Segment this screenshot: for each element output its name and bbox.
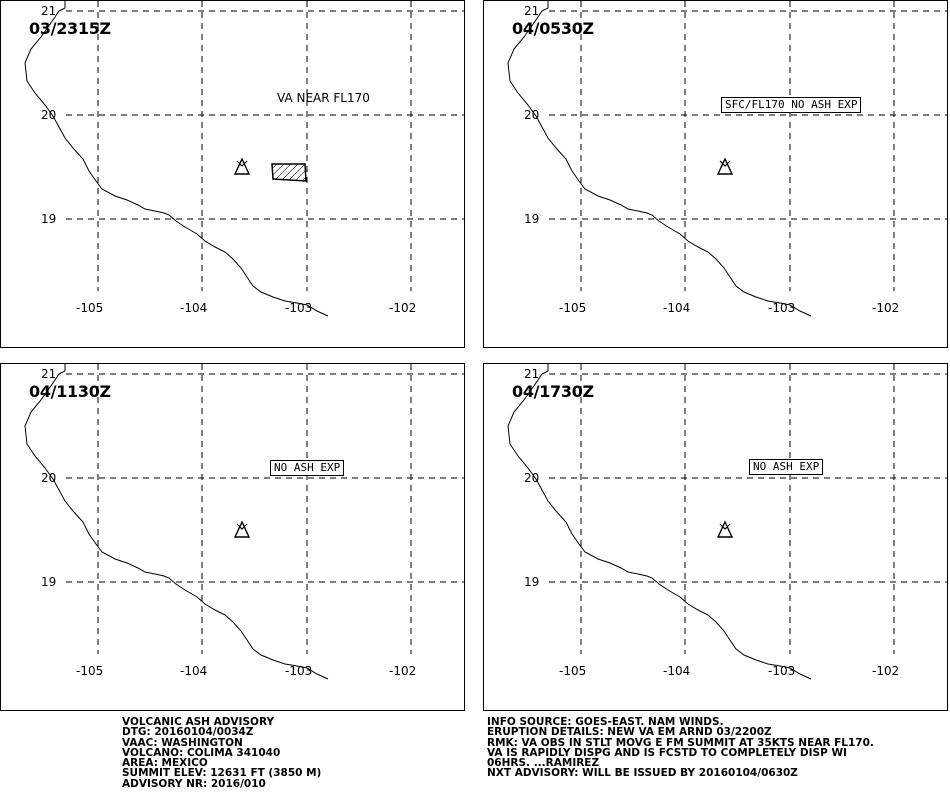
ash-forecast-label: SFC/FL170 NO ASH EXP — [721, 97, 862, 113]
longitude-label: -104 — [663, 301, 690, 315]
advisory-line: VAAC: WASHINGTON — [122, 736, 243, 749]
ash-level-label: VA NEAR FL170 — [277, 91, 370, 105]
map-panel-4: 21 20 19 -105 -104 -103 -102 04/1730Z NO ASH E… — [483, 363, 948, 711]
longitude-label: -102 — [389, 664, 416, 678]
volcano-triangle-icon — [233, 520, 251, 538]
longitude-label: -102 — [389, 301, 416, 315]
latitude-label: 20 — [41, 108, 56, 122]
longitude-label: -104 — [180, 301, 207, 315]
advisory-line: DTG: 20160104/0034Z — [122, 726, 254, 739]
latitude-label: 19 — [41, 575, 56, 589]
map-canvas: 21 20 19 -105 -104 -103 -102 — [507, 364, 947, 680]
advisory-line: 06HRS. ...RAMIREZ — [487, 757, 600, 770]
longitude-label: -103 — [768, 301, 795, 315]
longitude-label: -105 — [559, 301, 586, 315]
volcano-triangle-icon — [233, 157, 251, 175]
map-panel-3: 21 20 19 -105 -104 -103 -102 04/1130Z NO ASH E… — [0, 363, 465, 711]
panel-time: 04/0530Z — [512, 19, 594, 38]
map-panel-1: 21 20 19 -105 -104 -103 -102 03/2315Z VA NEAR … — [0, 0, 465, 348]
coastline — [24, 1, 329, 317]
latitude-label: 20 — [524, 108, 539, 122]
latitude-label: 21 — [41, 367, 56, 381]
coastline — [507, 364, 812, 680]
longitude-label: -103 — [768, 664, 795, 678]
latitude-label: 19 — [524, 212, 539, 226]
latitude-label: 21 — [524, 367, 539, 381]
longitude-label: -104 — [663, 664, 690, 678]
volcano-triangle-icon — [716, 157, 734, 175]
advisory-line: RMK: VA OBS IN STLT MOVG E FM SUMMIT AT … — [487, 736, 874, 749]
longitude-label: -102 — [872, 301, 899, 315]
ash-forecast-label: NO ASH EXP — [749, 459, 824, 475]
coastline — [24, 364, 329, 680]
advisory-line: INFO SOURCE: GOES-EAST. NAM WINDS. — [487, 716, 724, 728]
advisory-line: VA IS RAPIDLY DISPG AND IS FCSTD TO COMP… — [487, 746, 847, 759]
longitude-label: -103 — [285, 664, 312, 678]
map-canvas: 21 20 19 -105 -104 -103 -102 — [507, 1, 947, 317]
advisory-line: NXT ADVISORY: WILL BE ISSUED BY 20160104… — [487, 767, 798, 780]
advisory-line: ADVISORY NR: 2016/010 — [122, 777, 266, 790]
advisory-line: VOLCANIC ASH ADVISORY — [122, 716, 275, 728]
map-panel-2: 21 20 19 -105 -104 -103 -102 04/0530Z SFC/FL17… — [483, 0, 948, 348]
longitude-label: -105 — [76, 301, 103, 315]
panel-time: 03/2315Z — [29, 19, 111, 38]
ash-forecast-label: NO ASH EXP — [270, 460, 345, 476]
latitude-label: 19 — [524, 575, 539, 589]
advisory-header-block: VOLCANIC ASH ADVISORY DTG: 20160104/0034… — [122, 716, 322, 790]
advisory-line: VOLCANO: COLIMA 341040 — [122, 746, 281, 759]
latitude-label: 20 — [41, 471, 56, 485]
panel-time: 04/1730Z — [512, 382, 594, 401]
longitude-label: -102 — [872, 664, 899, 678]
longitude-label: -103 — [285, 301, 312, 315]
ash-area-polygon — [271, 163, 307, 182]
advisory-line: ERUPTION DETAILS: NEW VA EM ARND 03/2200… — [487, 726, 772, 739]
latitude-label: 20 — [524, 471, 539, 485]
latitude-label: 21 — [524, 4, 539, 18]
advisory-details-block: INFO SOURCE: GOES-EAST. NAM WINDS. ERUPT… — [487, 717, 874, 779]
advisory-line: AREA: MEXICO — [122, 757, 208, 770]
longitude-label: -105 — [76, 664, 103, 678]
latitude-label: 19 — [41, 212, 56, 226]
map-canvas: 21 20 19 -105 -104 -103 -102 — [24, 364, 464, 680]
advisory-line: SUMMIT ELEV: 12631 FT (3850 M) — [122, 767, 322, 780]
map-canvas: 21 20 19 -105 -104 -103 -102 — [24, 1, 464, 317]
longitude-label: -104 — [180, 664, 207, 678]
latitude-label: 21 — [41, 4, 56, 18]
panel-time: 04/1130Z — [29, 382, 111, 401]
coastline — [507, 1, 812, 317]
longitude-label: -105 — [559, 664, 586, 678]
volcano-triangle-icon — [716, 520, 734, 538]
